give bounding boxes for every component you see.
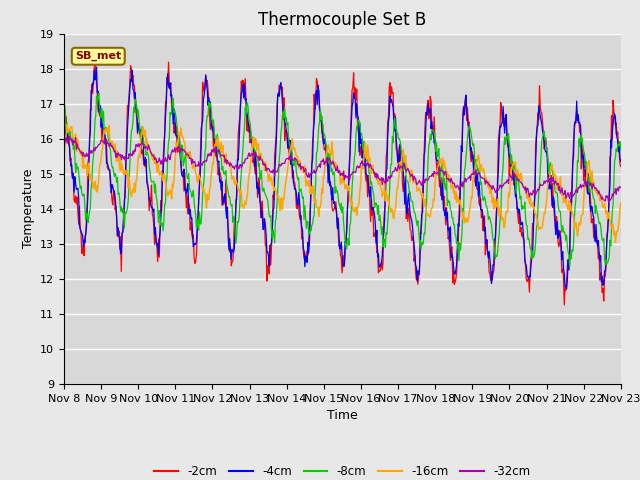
-32cm [411, 176, 419, 181]
-32cm [428, 174, 435, 180]
-32cm [71, 140, 79, 145]
-16cm [411, 179, 419, 184]
-8cm [617, 147, 625, 153]
-4cm [93, 64, 100, 70]
-16cm [60, 156, 68, 162]
-32cm [617, 184, 625, 190]
-32cm [65, 133, 73, 139]
-4cm [428, 126, 435, 132]
-32cm [60, 141, 68, 146]
-4cm [70, 189, 78, 195]
Line: -16cm: -16cm [64, 124, 621, 242]
-4cm [185, 206, 193, 212]
-16cm [63, 121, 71, 127]
-8cm [428, 137, 435, 143]
-4cm [128, 67, 136, 73]
-2cm [428, 98, 435, 104]
-2cm [127, 67, 135, 72]
-8cm [566, 264, 573, 269]
-32cm [605, 198, 612, 204]
-2cm [70, 197, 78, 203]
-32cm [128, 153, 136, 158]
Line: -4cm: -4cm [64, 67, 621, 288]
Y-axis label: Temperature: Temperature [22, 169, 35, 249]
-2cm [411, 253, 419, 259]
Line: -2cm: -2cm [64, 62, 621, 305]
-2cm [185, 201, 193, 206]
-2cm [561, 302, 568, 308]
-4cm [563, 286, 570, 291]
-8cm [70, 138, 78, 144]
-32cm [214, 149, 222, 155]
Legend: -2cm, -4cm, -8cm, -16cm, -32cm: -2cm, -4cm, -8cm, -16cm, -32cm [150, 461, 535, 480]
-8cm [185, 171, 193, 177]
-4cm [411, 250, 419, 256]
-4cm [214, 159, 222, 165]
-4cm [617, 159, 625, 165]
-4cm [60, 114, 68, 120]
-8cm [95, 90, 102, 96]
X-axis label: Time: Time [327, 409, 358, 422]
-16cm [612, 240, 620, 245]
-16cm [214, 134, 222, 140]
-8cm [214, 151, 222, 156]
-8cm [60, 99, 68, 105]
Text: SB_met: SB_met [75, 51, 122, 61]
-2cm [164, 59, 172, 65]
-16cm [617, 200, 625, 206]
-16cm [128, 191, 136, 196]
Line: -8cm: -8cm [64, 93, 621, 266]
-8cm [411, 210, 419, 216]
-2cm [617, 164, 625, 169]
Line: -32cm: -32cm [64, 136, 621, 201]
-2cm [214, 172, 222, 178]
-16cm [428, 206, 435, 212]
-32cm [185, 153, 193, 159]
-2cm [60, 111, 68, 117]
-8cm [128, 126, 136, 132]
Title: Thermocouple Set B: Thermocouple Set B [259, 11, 426, 29]
-16cm [185, 150, 193, 156]
-16cm [71, 142, 79, 147]
